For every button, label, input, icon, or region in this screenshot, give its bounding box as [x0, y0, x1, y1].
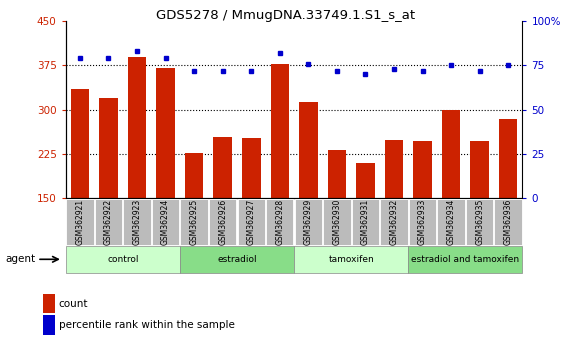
Text: percentile rank within the sample: percentile rank within the sample — [59, 320, 235, 330]
Text: GDS5278 / MmugDNA.33749.1.S1_s_at: GDS5278 / MmugDNA.33749.1.S1_s_at — [156, 9, 415, 22]
Bar — [471, 141, 489, 287]
Text: GSM362934: GSM362934 — [447, 199, 456, 245]
Text: GSM362926: GSM362926 — [218, 199, 227, 245]
Bar — [299, 102, 317, 287]
Bar — [242, 138, 260, 287]
Text: GSM362924: GSM362924 — [161, 199, 170, 245]
Text: GSM362935: GSM362935 — [475, 199, 484, 245]
Bar — [499, 119, 517, 287]
Text: agent: agent — [6, 254, 36, 264]
Bar — [156, 68, 175, 287]
Bar — [356, 163, 375, 287]
Text: GSM362930: GSM362930 — [332, 199, 341, 245]
Text: count: count — [59, 299, 89, 309]
Bar — [385, 141, 403, 287]
Text: GSM362928: GSM362928 — [275, 199, 284, 245]
Bar — [71, 89, 89, 287]
Bar — [442, 110, 460, 287]
Text: GSM362931: GSM362931 — [361, 199, 370, 245]
Bar — [271, 64, 289, 287]
Text: GSM362929: GSM362929 — [304, 199, 313, 245]
Bar — [328, 150, 346, 287]
Text: estradiol and tamoxifen: estradiol and tamoxifen — [411, 255, 520, 264]
Text: GSM362933: GSM362933 — [418, 199, 427, 245]
Text: estradiol: estradiol — [217, 255, 257, 264]
Text: tamoxifen: tamoxifen — [328, 255, 374, 264]
Bar — [128, 57, 146, 287]
Bar — [214, 137, 232, 287]
Text: GSM362923: GSM362923 — [132, 199, 142, 245]
Text: GSM362925: GSM362925 — [190, 199, 199, 245]
Text: GSM362921: GSM362921 — [75, 199, 85, 245]
Bar — [99, 98, 118, 287]
Bar — [185, 153, 203, 287]
Text: GSM362936: GSM362936 — [504, 199, 513, 245]
Text: GSM362922: GSM362922 — [104, 199, 113, 245]
Text: control: control — [107, 255, 139, 264]
Text: GSM362927: GSM362927 — [247, 199, 256, 245]
Bar — [413, 141, 432, 287]
Text: GSM362932: GSM362932 — [389, 199, 399, 245]
